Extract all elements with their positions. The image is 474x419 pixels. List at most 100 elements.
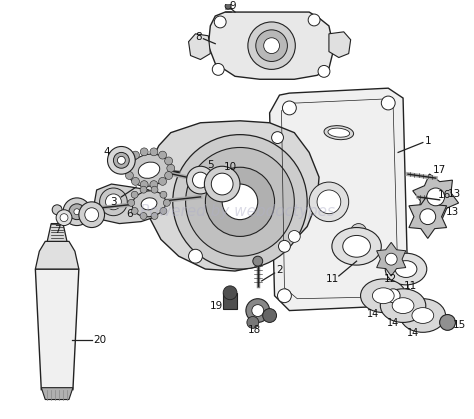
Ellipse shape (132, 191, 166, 217)
Circle shape (140, 186, 147, 193)
Circle shape (150, 148, 158, 156)
Text: 19: 19 (210, 300, 223, 310)
Circle shape (131, 191, 138, 198)
Circle shape (381, 96, 395, 110)
Text: 13: 13 (446, 207, 459, 217)
Text: 20: 20 (93, 335, 106, 345)
Text: 9: 9 (230, 1, 237, 11)
Circle shape (272, 132, 283, 144)
Circle shape (222, 184, 258, 220)
Text: 17: 17 (433, 165, 446, 175)
Polygon shape (47, 224, 67, 241)
Circle shape (164, 171, 173, 179)
Polygon shape (146, 121, 319, 271)
Circle shape (151, 212, 158, 220)
Circle shape (318, 65, 330, 77)
Circle shape (106, 194, 121, 210)
Text: 15: 15 (453, 321, 466, 331)
Polygon shape (36, 269, 79, 390)
Circle shape (79, 202, 105, 228)
Text: 7: 7 (54, 225, 60, 235)
Circle shape (247, 316, 259, 328)
Ellipse shape (400, 299, 446, 332)
Text: 3: 3 (110, 197, 117, 207)
Circle shape (252, 305, 264, 316)
Circle shape (164, 157, 173, 165)
Circle shape (159, 177, 166, 185)
Ellipse shape (380, 289, 426, 323)
Text: 14: 14 (407, 328, 419, 338)
Circle shape (131, 207, 138, 215)
Text: 6: 6 (126, 209, 133, 219)
Text: 1: 1 (424, 136, 431, 145)
Circle shape (205, 167, 274, 236)
Ellipse shape (343, 235, 371, 257)
Circle shape (439, 315, 456, 330)
Text: Powered by webdoctypes: Powered by webdoctypes (139, 204, 335, 219)
Circle shape (140, 181, 148, 189)
Circle shape (150, 181, 158, 189)
Circle shape (123, 164, 131, 172)
Text: 4: 4 (103, 147, 110, 158)
Ellipse shape (128, 154, 170, 186)
Circle shape (385, 253, 397, 265)
Circle shape (126, 157, 133, 165)
Circle shape (214, 16, 226, 28)
Circle shape (308, 14, 320, 26)
Circle shape (131, 151, 139, 159)
Circle shape (167, 164, 175, 172)
Polygon shape (41, 388, 73, 400)
Text: 8: 8 (195, 32, 202, 42)
Text: 14: 14 (387, 318, 399, 328)
Circle shape (189, 249, 202, 263)
Text: 5: 5 (207, 160, 214, 170)
Circle shape (263, 308, 276, 323)
Circle shape (186, 147, 294, 256)
Circle shape (173, 134, 307, 269)
Circle shape (420, 209, 436, 225)
Circle shape (223, 286, 237, 300)
Polygon shape (270, 88, 408, 310)
Ellipse shape (385, 253, 427, 285)
Circle shape (160, 207, 167, 215)
Circle shape (69, 204, 85, 220)
Text: 14: 14 (367, 308, 380, 318)
Circle shape (164, 199, 170, 206)
Circle shape (85, 208, 99, 222)
Ellipse shape (373, 288, 394, 304)
Circle shape (159, 151, 166, 159)
Ellipse shape (332, 228, 381, 265)
Text: 2: 2 (276, 265, 283, 275)
Ellipse shape (392, 298, 414, 313)
Ellipse shape (328, 128, 350, 137)
Text: 18: 18 (248, 325, 262, 335)
Text: 11: 11 (326, 274, 339, 284)
Circle shape (118, 156, 125, 164)
Circle shape (151, 186, 158, 193)
Circle shape (288, 230, 300, 242)
Circle shape (113, 153, 129, 168)
Circle shape (309, 182, 349, 222)
Circle shape (100, 188, 128, 216)
Circle shape (60, 214, 68, 222)
Circle shape (317, 190, 341, 214)
Ellipse shape (141, 198, 157, 210)
Circle shape (128, 199, 135, 206)
Polygon shape (189, 34, 210, 59)
Circle shape (248, 22, 295, 70)
Circle shape (351, 224, 366, 239)
Circle shape (63, 198, 91, 225)
Circle shape (131, 177, 139, 185)
Circle shape (277, 289, 292, 303)
Ellipse shape (361, 279, 406, 313)
Circle shape (264, 38, 280, 54)
Circle shape (427, 188, 445, 206)
Text: 10: 10 (224, 162, 237, 172)
Circle shape (108, 147, 135, 174)
Circle shape (52, 205, 62, 215)
Circle shape (204, 166, 240, 202)
Polygon shape (94, 184, 156, 224)
Polygon shape (377, 242, 406, 276)
Circle shape (192, 172, 209, 188)
Circle shape (74, 209, 80, 215)
